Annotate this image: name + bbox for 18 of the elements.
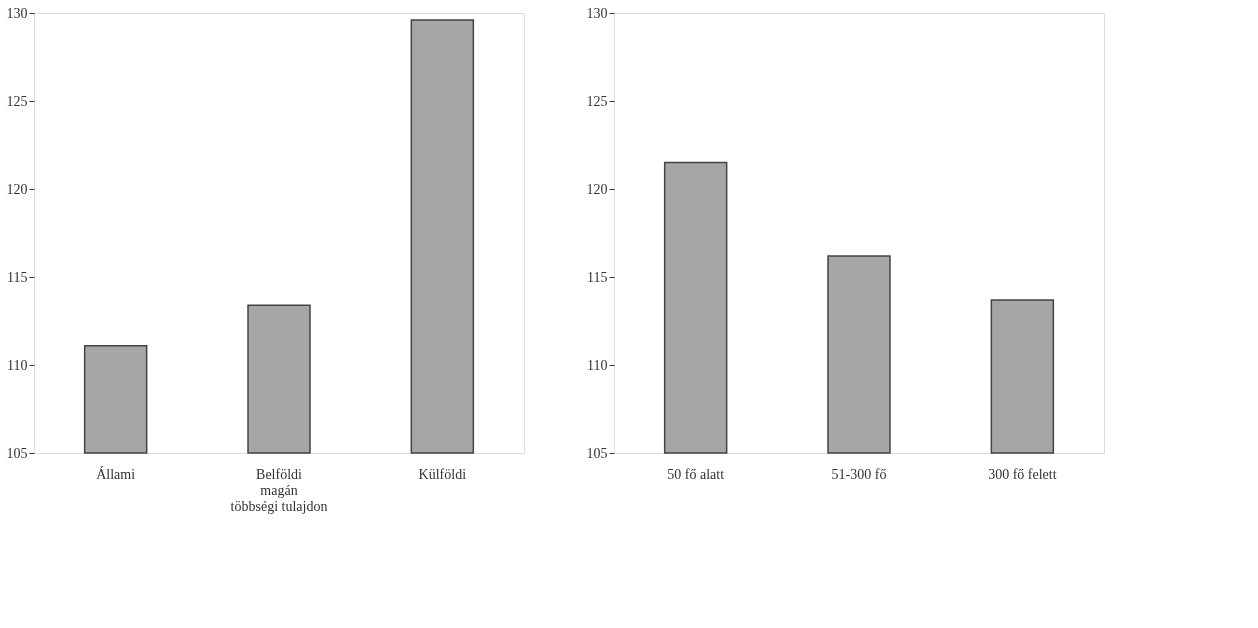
y-tick-label: 115 [587,269,608,285]
y-tick-label: 105 [6,445,28,461]
y-tick-label: 115 [7,269,28,285]
x-tick-label: Állami [96,465,136,482]
x-tick-label: Belföldi magán többségi tulajdon [230,466,328,514]
x-tick-label: 50 fő alatt [667,466,725,482]
x-tick-label: 51-300 fő [831,466,887,482]
y-tick-label: 125 [586,93,608,109]
y-tick-label: 110 [587,357,608,373]
y-tick-label: 120 [6,181,28,197]
x-tick-label: 300 fő felett [988,466,1057,482]
y-tick-label: 105 [586,445,608,461]
y-tick-label: 130 [6,5,28,21]
y-tick-label: 130 [586,5,608,21]
y-tick-label: 110 [7,357,28,373]
y-tick-label: 120 [586,181,608,197]
y-tick-label: 125 [6,93,28,109]
x-tick-label: Külföldi [418,466,467,482]
